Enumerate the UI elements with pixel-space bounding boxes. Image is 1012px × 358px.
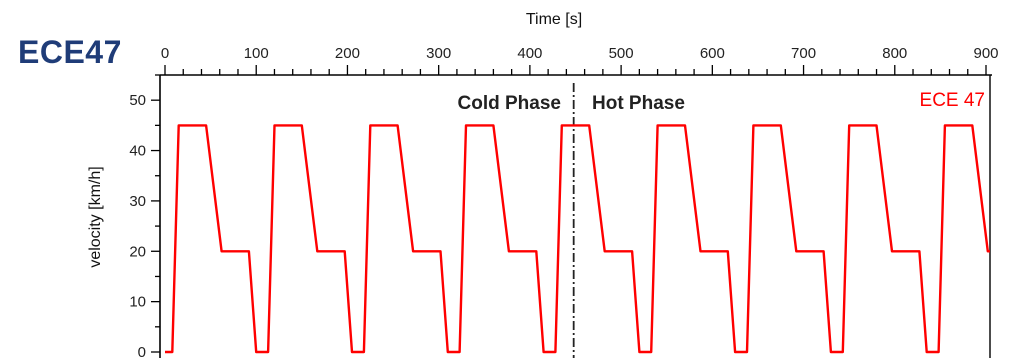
plot-frame (159, 74, 992, 358)
x-axis-title: Time [s] (526, 11, 582, 28)
y-tick-label: 40 (129, 143, 146, 160)
x-tick-label: 100 (244, 45, 269, 62)
y-axis-ticks: 0 10 20 30 40 50 (129, 74, 160, 358)
y-tick-label: 20 (129, 243, 146, 260)
y-tick-label: 10 (129, 294, 146, 311)
cold-phase-label: Cold Phase (458, 93, 561, 114)
page-title: ECE47 (18, 34, 122, 70)
legend-label: ECE 47 (920, 90, 985, 111)
y-tick-label: 50 (129, 92, 146, 109)
y-tick-label: 0 (138, 344, 146, 358)
x-tick-label: 300 (426, 45, 451, 62)
x-tick-label: 800 (882, 45, 907, 62)
x-tick-label: 900 (973, 45, 998, 62)
y-tick-label: 30 (129, 193, 146, 210)
x-axis-ticks: 0 100 200 300 400 500 600 700 800 900 (161, 45, 999, 75)
hot-phase-label: Hot Phase (592, 93, 685, 114)
x-tick-label: 600 (700, 45, 725, 62)
x-tick-label: 200 (335, 45, 360, 62)
series-line (165, 124, 990, 354)
x-tick-label: 400 (517, 45, 542, 62)
series-layer (165, 124, 990, 354)
y-axis-title: velocity [km/h] (87, 166, 104, 267)
x-tick-label: 0 (161, 45, 169, 62)
x-tick-label: 700 (791, 45, 816, 62)
x-tick-label: 500 (609, 45, 634, 62)
